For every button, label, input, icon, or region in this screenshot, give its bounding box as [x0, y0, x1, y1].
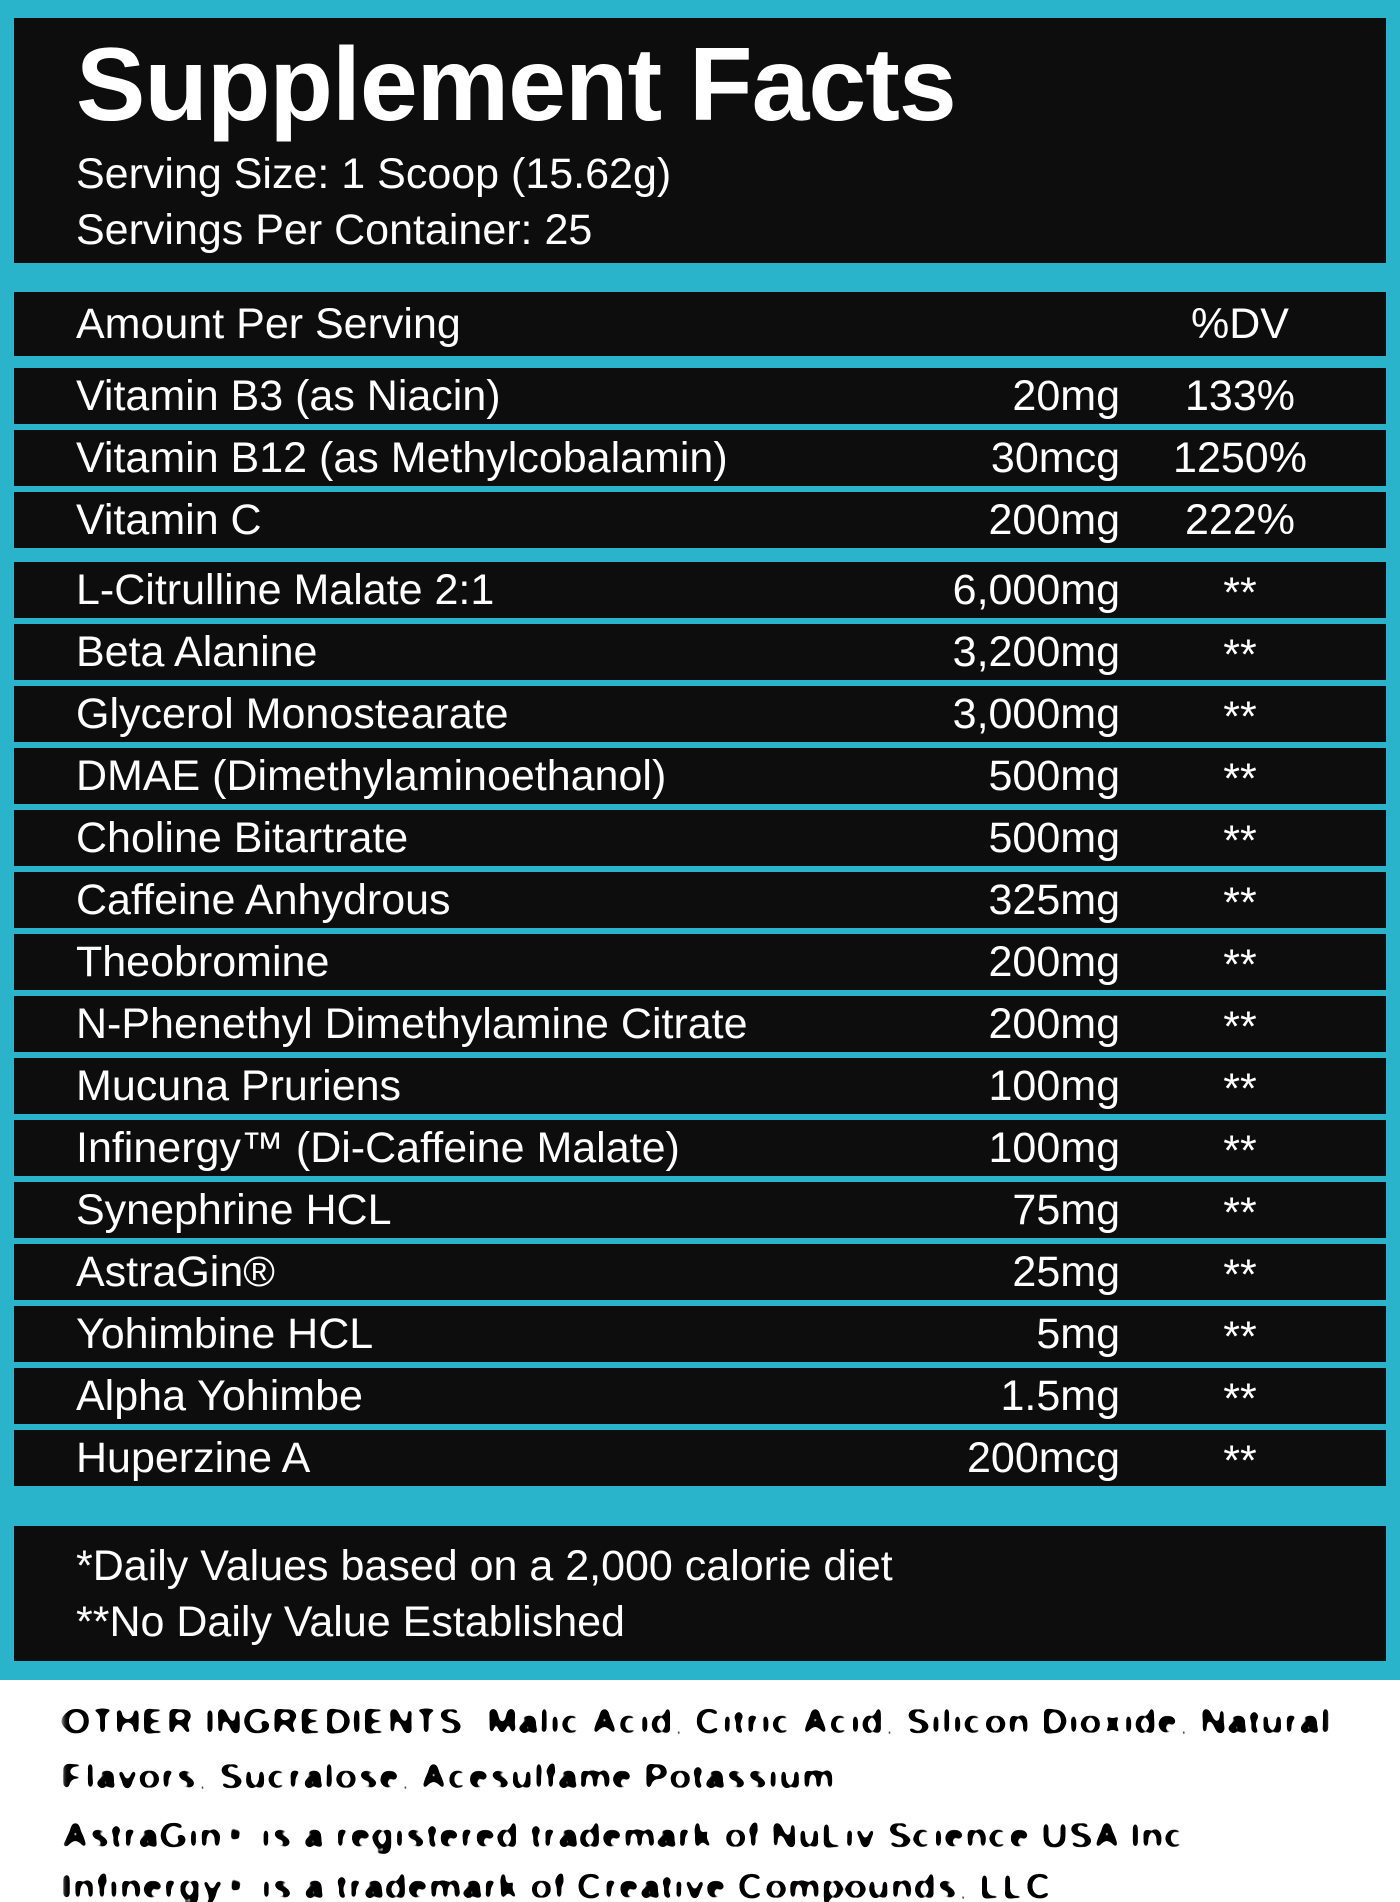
ingredient-amount: 6,000mg [952, 565, 1120, 614]
ingredient-name: Beta Alanine [76, 627, 318, 676]
ingredient-dv-value: ** [1223, 1127, 1257, 1175]
label-frame: Supplement Facts Serving Size: 1 Scoop (… [0, 0, 1400, 1680]
ingredient-amount: 325mg [988, 875, 1120, 924]
ingredient-amount: 100mg [988, 1123, 1120, 1172]
ingredient-amount: 75mg [1012, 1185, 1120, 1234]
ingredient-row: Synephrine HCL 75mg ** [14, 1182, 1386, 1238]
ingredient-row: DMAE (Dimethylaminoethanol) 500mg ** [14, 748, 1386, 804]
serving-size-text: Serving Size: 1 Scoop (15.62g) [76, 150, 672, 198]
ingredient-name: AstraGin® [76, 1247, 275, 1296]
label-title: Supplement Facts [76, 27, 957, 143]
ingredient-row: L-Citrulline Malate 2:1 6,000mg ** [14, 562, 1386, 618]
ingredient-name: Mucuna Pruriens [76, 1061, 402, 1110]
ingredient-dv-value: 1250% [1173, 433, 1307, 482]
ingredient-row: Caffeine Anhydrous 325mg ** [14, 872, 1386, 928]
ingredient-name: Infinergy™ (Di-Caffeine Malate) [76, 1123, 680, 1172]
table-header-row: Amount Per Serving %DV [14, 292, 1386, 356]
ingredient-name: Vitamin B12 (as Methylcobalamin) [76, 433, 728, 482]
ingredient-row: Glycerol Monostearate 3,000mg ** [14, 686, 1386, 742]
ingredient-amount: 20mg [1012, 371, 1120, 420]
ingredient-amount: 500mg [988, 751, 1120, 800]
ingredient-name: Choline Bitartrate [76, 813, 409, 862]
ingredient-name: Glycerol Monostearate [76, 689, 509, 738]
fine-print-section: OTHER INGREDIENTS: Malic Acid, Citric Ac… [0, 1680, 1400, 1902]
ingredient-amount: 200mg [988, 999, 1120, 1048]
ingredient-dv-value: 133% [1185, 371, 1295, 420]
ingredient-dv-value: ** [1223, 569, 1257, 617]
ingredient-row: N-Phenethyl Dimethylamine Citrate 200mg … [14, 996, 1386, 1052]
trademark-line1: AstraGin® is a registered trademark of N… [62, 1815, 1196, 1856]
ingredient-row: Huperzine A 200mcg ** [14, 1430, 1386, 1486]
ingredient-dv-value: ** [1223, 1003, 1257, 1051]
ingredient-row: Vitamin B3 (as Niacin) 20mg 133% [14, 368, 1386, 424]
ingredient-dv-value: ** [1223, 631, 1257, 679]
trademark-line2: Infinergy® is a trademark of Creative Co… [62, 1866, 1064, 1902]
other-ingredients-line2: Flavors, Sucralose, Acesulfame Potassium [62, 1756, 836, 1797]
ingredient-row: Vitamin B12 (as Methylcobalamin) 30mcg 1… [14, 430, 1386, 486]
percent-dv-header: %DV [1191, 299, 1289, 348]
ingredient-dv-value: ** [1223, 1251, 1257, 1299]
ingredient-row: Beta Alanine 3,200mg ** [14, 624, 1386, 680]
ingredient-amount: 100mg [988, 1061, 1120, 1110]
ingredient-dv-value: ** [1223, 941, 1257, 989]
ingredient-dv-value: ** [1223, 879, 1257, 927]
ingredient-row: Yohimbine HCL 5mg ** [14, 1306, 1386, 1362]
ingredient-row: Mucuna Pruriens 100mg ** [14, 1058, 1386, 1114]
ingredient-row: Vitamin C 200mg 222% [14, 492, 1386, 548]
other-ingredients-text: OTHER INGREDIENTS: Malic Acid, Citric Ac… [62, 1694, 1331, 1804]
ingredient-name: DMAE (Dimethylaminoethanol) [76, 751, 667, 800]
ingredient-row: Theobromine 200mg ** [14, 934, 1386, 990]
ingredient-name: Synephrine HCL [76, 1185, 392, 1234]
ingredient-dv-value: ** [1223, 1313, 1257, 1361]
ingredient-amount: 30mcg [990, 433, 1120, 482]
title-panel: Supplement Facts Serving Size: 1 Scoop (… [14, 18, 1386, 263]
ingredient-name: Vitamin B3 (as Niacin) [76, 371, 501, 420]
ingredient-amount: 3,000mg [952, 689, 1120, 738]
ingredient-dv-value: ** [1223, 1437, 1257, 1485]
ingredient-name: Vitamin C [76, 495, 262, 544]
ingredient-table: Vitamin B3 (as Niacin) 20mg 133% Vitamin… [14, 368, 1386, 1486]
footnotes-panel: *Daily Values based on a 2,000 calorie d… [14, 1526, 1386, 1661]
ingredient-name: Caffeine Anhydrous [76, 875, 451, 924]
ingredient-amount: 200mcg [967, 1433, 1120, 1482]
ingredient-dv-value: ** [1223, 1065, 1257, 1113]
servings-per-container-text: Servings Per Container: 25 [76, 206, 593, 254]
footnote-daily-values: *Daily Values based on a 2,000 calorie d… [76, 1542, 893, 1590]
ingredient-row: Infinergy™ (Di-Caffeine Malate) 100mg ** [14, 1120, 1386, 1176]
amount-per-serving-header: Amount Per Serving [76, 299, 461, 348]
ingredient-amount: 3,200mg [952, 627, 1120, 676]
ingredient-name: L-Citrulline Malate 2:1 [76, 565, 495, 614]
ingredient-amount: 5mg [1036, 1309, 1120, 1358]
ingredient-dv-value: ** [1223, 693, 1257, 741]
trademark-text: AstraGin® is a registered trademark of N… [62, 1810, 1196, 1902]
ingredient-dv-value: ** [1223, 1189, 1257, 1237]
ingredient-amount: 25mg [1012, 1247, 1120, 1296]
other-ingredients-line1: OTHER INGREDIENTS: Malic Acid, Citric Ac… [62, 1701, 1331, 1742]
ingredient-amount: 200mg [988, 495, 1120, 544]
ingredient-amount: 1.5mg [1000, 1371, 1120, 1420]
ingredient-amount: 500mg [988, 813, 1120, 862]
ingredient-row: Alpha Yohimbe 1.5mg ** [14, 1368, 1386, 1424]
ingredient-amount: 200mg [988, 937, 1120, 986]
ingredient-name: Alpha Yohimbe [76, 1371, 363, 1420]
ingredient-name: Huperzine A [76, 1433, 311, 1482]
ingredient-name: Theobromine [76, 937, 330, 986]
ingredient-dv-value: ** [1223, 755, 1257, 803]
ingredient-name: N-Phenethyl Dimethylamine Citrate [76, 999, 748, 1048]
ingredient-row: AstraGin® 25mg ** [14, 1244, 1386, 1300]
ingredient-dv-value: ** [1223, 817, 1257, 865]
ingredient-dv-value: 222% [1185, 495, 1295, 544]
ingredient-name: Yohimbine HCL [76, 1309, 374, 1358]
ingredient-dv-value: ** [1223, 1375, 1257, 1423]
ingredient-row: Choline Bitartrate 500mg ** [14, 810, 1386, 866]
footnote-no-daily-value: **No Daily Value Established [76, 1598, 625, 1646]
